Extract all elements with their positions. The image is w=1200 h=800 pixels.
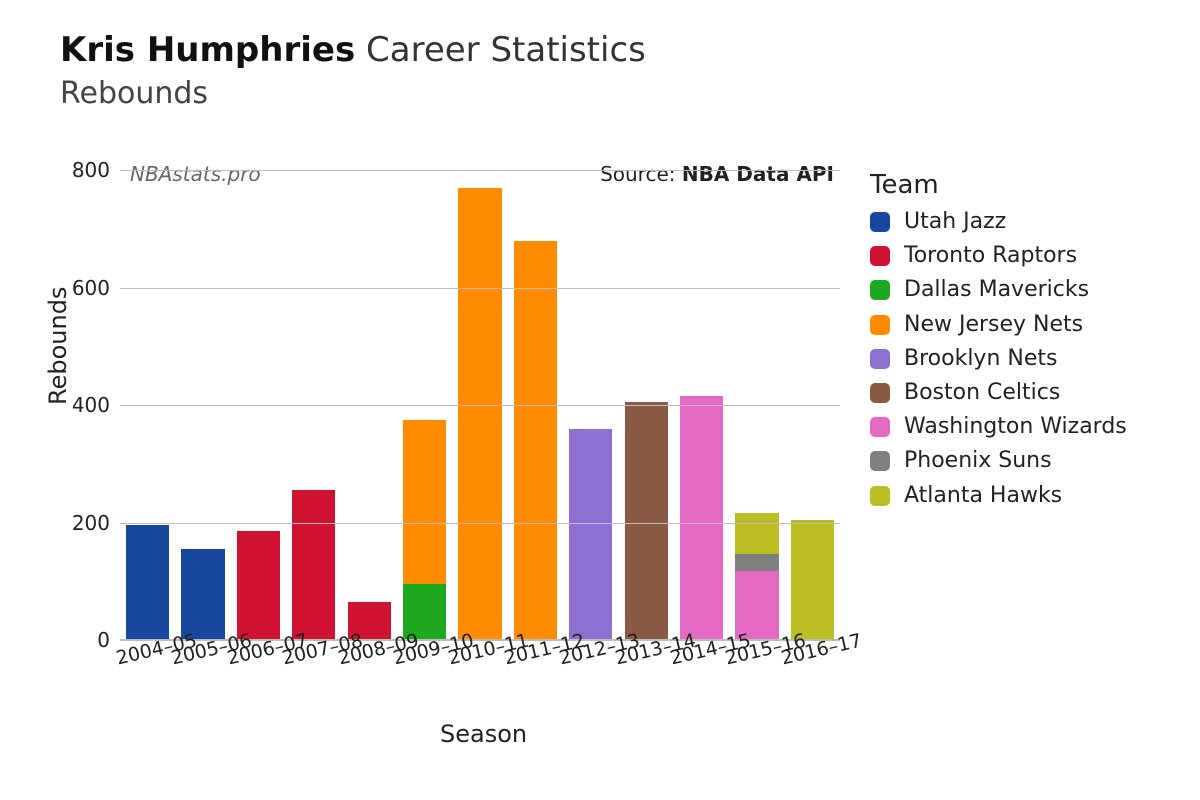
title-line-1: Kris Humphries Career Statistics (60, 30, 646, 70)
bar-segment-boston (625, 402, 668, 640)
bar-segment-wizards (680, 396, 723, 640)
bar-segment-njnets (403, 420, 446, 585)
bar-segment-njnets (514, 241, 557, 641)
chart-title-block: Kris Humphries Career Statistics Rebound… (60, 30, 646, 111)
legend-item-suns: Phoenix Suns (870, 449, 1127, 473)
bar-segment-wizards (735, 571, 778, 640)
y-tick-label: 0 (50, 628, 110, 652)
bar-segment-utah (181, 549, 224, 640)
legend-label: Washington Wizards (904, 415, 1127, 439)
legend-label: Toronto Raptors (904, 244, 1077, 268)
legend-label: New Jersey Nets (904, 313, 1083, 337)
y-tick-label: 400 (50, 393, 110, 417)
plot-region: 02004006008002004–052005–062006–072007–0… (120, 170, 840, 640)
legend-item-boston: Boston Celtics (870, 381, 1127, 405)
legend-item-njnets: New Jersey Nets (870, 313, 1127, 337)
gridline (120, 170, 840, 171)
gridline (120, 288, 840, 289)
legend-swatch (870, 246, 890, 266)
legend-item-utah: Utah Jazz (870, 210, 1127, 234)
y-tick-label: 800 (50, 158, 110, 182)
legend-swatch (870, 280, 890, 300)
legend-label: Boston Celtics (904, 381, 1060, 405)
bar-segment-hawks (791, 520, 834, 640)
legend-item-toronto: Toronto Raptors (870, 244, 1127, 268)
title-suffix: Career Statistics (366, 30, 646, 70)
bar-segment-bknets (569, 429, 612, 641)
legend-label: Dallas Mavericks (904, 278, 1089, 302)
legend-item-bknets: Brooklyn Nets (870, 347, 1127, 371)
x-axis-label: Season (440, 720, 527, 748)
gridline (120, 523, 840, 524)
legend-item-hawks: Atlanta Hawks (870, 484, 1127, 508)
legend-item-dallas: Dallas Mavericks (870, 278, 1127, 302)
player-name: Kris Humphries (60, 30, 355, 70)
legend-swatch (870, 212, 890, 232)
legend-swatch (870, 349, 890, 369)
y-tick-label: 600 (50, 276, 110, 300)
legend: Team Utah Jazz Toronto Raptors Dallas Mave… (870, 170, 1127, 518)
bar-segment-utah (126, 525, 169, 640)
title-metric: Rebounds (60, 76, 646, 111)
legend-swatch (870, 417, 890, 437)
bar-segment-njnets (458, 188, 501, 640)
bar-segment-toronto (237, 531, 280, 640)
legend-label: Brooklyn Nets (904, 347, 1057, 371)
bar-segment-toronto (292, 490, 335, 640)
y-axis-label: Rebounds (44, 287, 72, 405)
legend-item-wizards: Washington Wizards (870, 415, 1127, 439)
legend-swatch (870, 451, 890, 471)
legend-label: Phoenix Suns (904, 449, 1052, 473)
bar-segment-hawks (735, 513, 778, 554)
legend-items: Utah Jazz Toronto Raptors Dallas Mavericks… (870, 210, 1127, 508)
legend-label: Atlanta Hawks (904, 484, 1062, 508)
legend-swatch (870, 383, 890, 403)
bar-segment-suns (735, 554, 778, 570)
y-tick-label: 200 (50, 511, 110, 535)
gridline (120, 405, 840, 406)
legend-label: Utah Jazz (904, 210, 1006, 234)
legend-swatch (870, 315, 890, 335)
chart-area: NBAstats.pro Source: NBA Data API 020040… (120, 170, 840, 640)
legend-title: Team (870, 170, 1127, 200)
legend-swatch (870, 486, 890, 506)
